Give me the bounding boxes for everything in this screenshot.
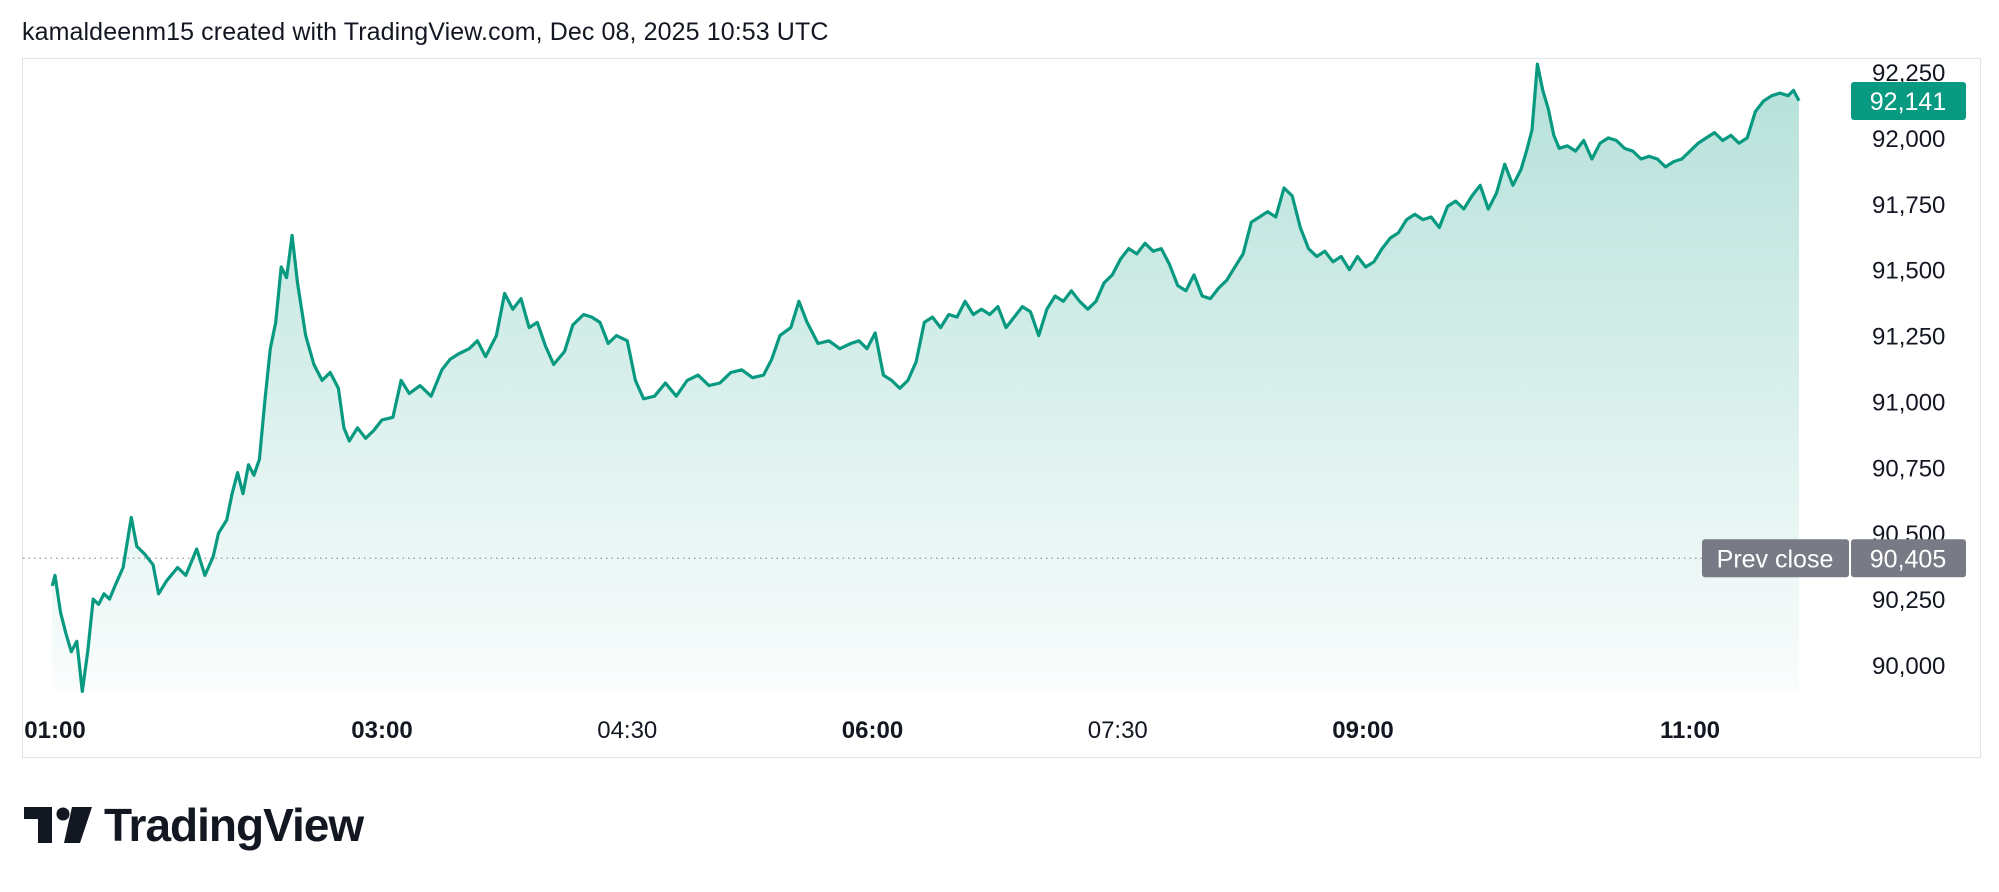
y-tick-label: 90,750 <box>1872 455 1945 482</box>
y-tick-label: 91,500 <box>1872 258 1945 285</box>
prev-close-title: Prev close <box>1717 545 1834 573</box>
x-tick-label: 03:00 <box>351 717 412 744</box>
y-tick-label: 91,000 <box>1872 389 1945 416</box>
x-tick-label: 09:00 <box>1332 717 1393 744</box>
prev-close-badge <box>1851 539 1966 578</box>
y-tick-label: 91,750 <box>1872 192 1945 219</box>
chart-frame <box>22 58 1981 758</box>
prev-close-label: 90,405 <box>1870 545 1946 573</box>
price-line <box>50 62 1801 693</box>
x-tick-label: 11:00 <box>1660 717 1720 744</box>
last-price-label: 92,141 <box>1870 88 1946 116</box>
x-tick-label: 04:30 <box>597 717 657 744</box>
x-tick-label: 06:00 <box>842 717 903 744</box>
x-tick-label: 07:30 <box>1088 717 1148 744</box>
y-tick-label: 91,250 <box>1872 324 1945 351</box>
y-tick-label: 92,000 <box>1872 126 1945 153</box>
tradingview-logo-icon <box>24 807 92 843</box>
tradingview-logo[interactable]: TradingView <box>24 799 364 851</box>
last-price-badge <box>1851 82 1966 120</box>
prev-close-title-badge <box>1702 539 1849 578</box>
y-tick-label: 90,250 <box>1872 587 1945 614</box>
y-tick-label: 90,000 <box>1872 653 1945 680</box>
price-area-fill <box>52 64 1799 692</box>
chart-caption: kamaldeenm15 created with TradingView.co… <box>22 18 829 46</box>
x-tick-label: 01:00 <box>24 717 85 744</box>
tradingview-logo-text: TradingView <box>104 799 364 851</box>
